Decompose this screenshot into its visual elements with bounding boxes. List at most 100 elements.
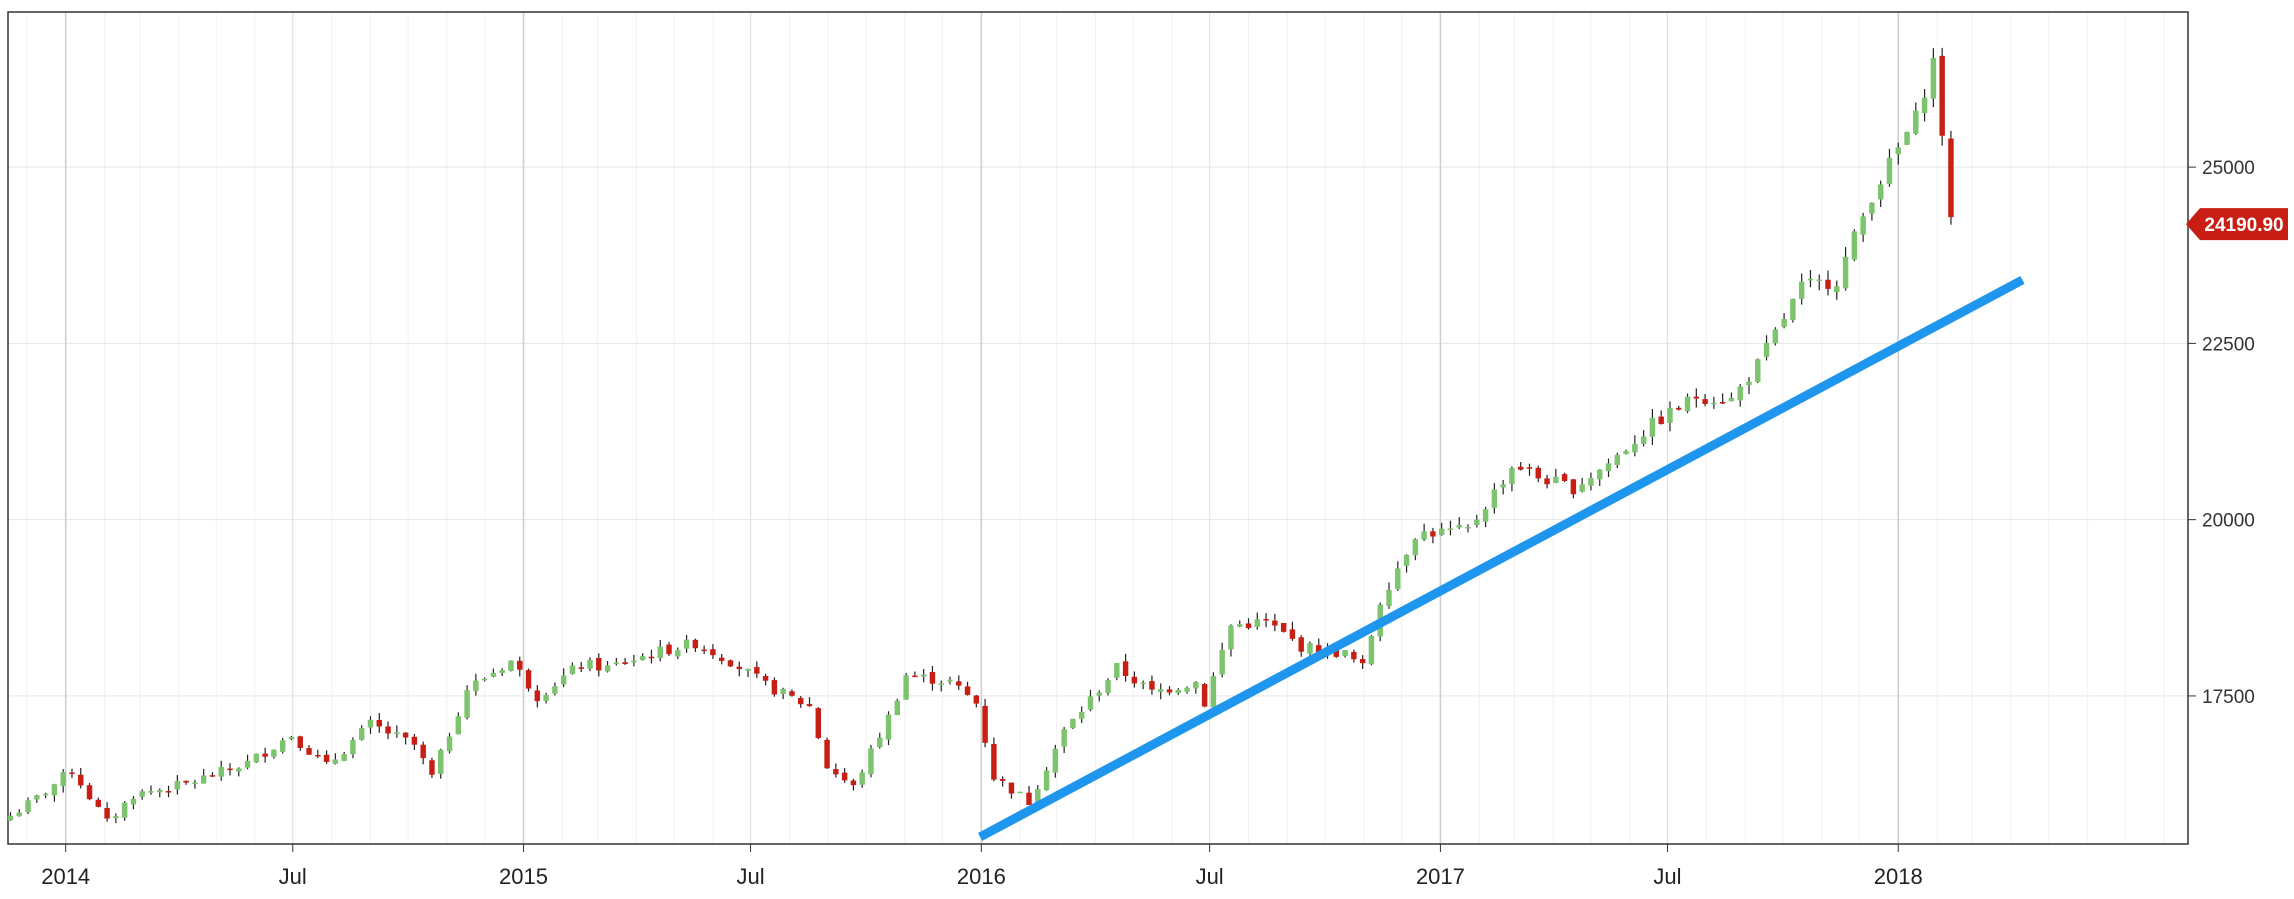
candle-down (727, 660, 734, 667)
candle-up (1184, 687, 1190, 692)
y-tick-label: 22500 (2202, 334, 2255, 355)
candle-up (938, 683, 944, 685)
candle-up (473, 680, 479, 692)
candle-up (394, 732, 400, 734)
candle-down (824, 739, 830, 769)
candle-up (780, 688, 786, 694)
candle-up (631, 660, 637, 663)
x-tick-label: 2017 (1416, 864, 1465, 889)
candle-up (1157, 689, 1164, 692)
candle-up (1798, 281, 1805, 299)
candle-down (991, 743, 997, 780)
candle-down (315, 754, 321, 757)
x-tick-label: 2014 (41, 864, 90, 889)
candle-up (1597, 469, 1603, 480)
candle-down (411, 736, 418, 745)
candle-down (578, 667, 584, 669)
candle-up (236, 768, 242, 772)
candle-up (1913, 110, 1919, 134)
candle-up (920, 674, 927, 677)
candle-down (1948, 138, 1954, 218)
candle-down (420, 744, 426, 759)
candle-up (1869, 202, 1875, 214)
candle-up (192, 782, 198, 785)
candle-up (1395, 568, 1401, 590)
x-tick-label: 2015 (499, 864, 548, 889)
candle-up (683, 639, 690, 649)
candle-up (446, 736, 453, 752)
candle-down (1272, 620, 1278, 626)
candle-down (385, 726, 391, 734)
candle-up (174, 781, 181, 790)
candle-down (956, 681, 962, 686)
candle-up (1649, 417, 1656, 437)
candle-up (1667, 407, 1673, 423)
candle-down (429, 760, 435, 775)
candle-down (517, 660, 523, 670)
candle-down (806, 704, 813, 707)
candle-up (1842, 256, 1849, 289)
candle-up (1605, 463, 1612, 472)
candle-up (1035, 788, 1041, 807)
candle-down (1676, 407, 1682, 410)
candle-up (1087, 696, 1094, 710)
candle-up (903, 675, 909, 700)
x-tick-label: Jul (279, 864, 307, 889)
candle-down (736, 666, 742, 670)
candle-up (1114, 662, 1120, 678)
candle-down (982, 705, 988, 743)
candle-up (367, 719, 374, 728)
candle-up (1632, 443, 1638, 453)
candle-up (1421, 531, 1427, 540)
candle-up (1728, 398, 1735, 402)
plot-frame (7, 11, 2189, 845)
candle-down (1702, 399, 1708, 404)
candle-up (1509, 467, 1515, 484)
candle-down (1570, 479, 1577, 495)
candle-up (1061, 729, 1067, 747)
candle-up (499, 670, 505, 673)
candle-up (1210, 676, 1217, 708)
candle-down (692, 639, 699, 649)
candle-up (1895, 147, 1901, 155)
x-tick-label: 2016 (957, 864, 1006, 889)
candle-down (534, 690, 541, 702)
candle-down (209, 775, 216, 777)
last-price-marker (2186, 208, 2288, 241)
candle-down (1561, 474, 1568, 481)
candle-up (490, 672, 497, 677)
trendline-layer (977, 275, 2025, 841)
candle-up (1438, 528, 1445, 535)
candle-up (1456, 524, 1462, 528)
candle-down (754, 667, 760, 674)
candle-down (815, 708, 822, 739)
candle-up (1588, 477, 1594, 486)
candle-up (350, 739, 356, 755)
candle-up (1763, 343, 1770, 357)
candle-up (604, 665, 611, 672)
candle-down (701, 649, 707, 652)
candle-up (1078, 711, 1085, 719)
candle-down (771, 680, 778, 695)
candle-up (894, 700, 901, 716)
candle-up (1491, 489, 1498, 508)
candle-up (1105, 680, 1111, 694)
candle-down (402, 732, 409, 738)
candle-up (455, 716, 462, 735)
candle-up (148, 791, 154, 793)
x-tick-label: Jul (736, 864, 764, 889)
candle-up (438, 749, 444, 774)
candle-up (200, 775, 207, 784)
candle-up (552, 686, 558, 694)
candle-down (1008, 782, 1015, 794)
candle-up (1017, 791, 1023, 794)
candle-down (1544, 478, 1550, 485)
candle-up (868, 748, 874, 775)
candle-up (51, 784, 58, 796)
last-price-layer: 24190.90 (2186, 208, 2288, 241)
candle-up (613, 662, 620, 665)
candle-up (1781, 319, 1787, 327)
candle-up (1930, 58, 1937, 99)
